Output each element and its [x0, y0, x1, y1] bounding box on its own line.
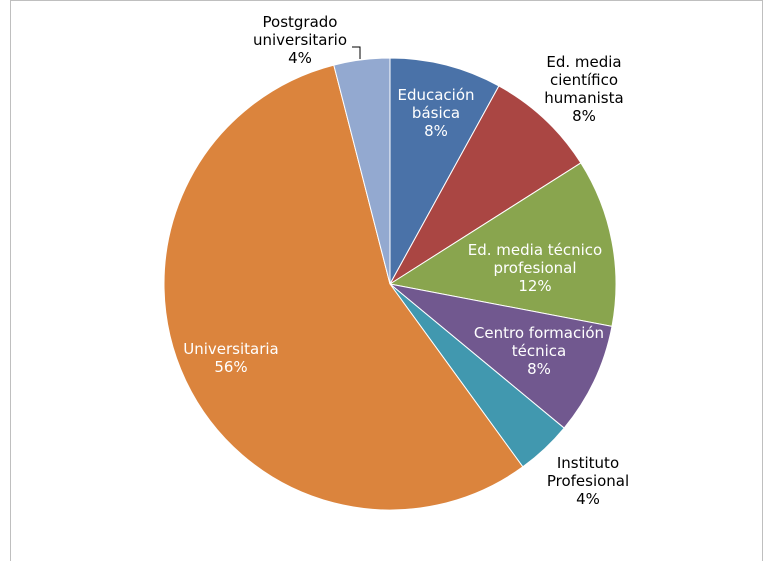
slice-name-label: Profesional [547, 472, 629, 490]
slice-name-label: Educación [397, 86, 474, 104]
leader-line [352, 46, 361, 59]
slice-name-label: Centro formación [474, 324, 604, 342]
slice-name-label: Ed. media [546, 53, 621, 71]
slice-label: Postgrado universitario 4% [253, 13, 347, 67]
pie-slice [389, 283, 613, 429]
slice-name-label: Instituto [557, 454, 619, 472]
pie-slice [389, 85, 582, 285]
slice-label: Ed. media técnico profesional 12% [468, 241, 602, 295]
slice-percent-label: 8% [424, 122, 448, 140]
slice-label: Centro formación técnica 8% [474, 324, 604, 378]
pie-slice [389, 57, 500, 285]
slice-percent-label: 4% [288, 49, 312, 67]
slice-name-label: Universitaria [183, 340, 279, 358]
slice-name-label: profesional [493, 259, 576, 277]
pie-slice [333, 57, 391, 285]
pie-slice [163, 64, 524, 511]
slice-percent-label: 8% [572, 107, 596, 125]
slice-label: Educación básica 8% [397, 86, 474, 140]
slice-name-label: Postgrado [263, 13, 338, 31]
slice-name-label: técnica [512, 342, 566, 360]
slice-name-label: Ed. media técnico [468, 241, 602, 259]
slice-label: Ed. media científico humanista 8% [544, 53, 623, 125]
slice-name-label: científico [550, 71, 618, 89]
slice-percent-label: 56% [214, 358, 247, 376]
slice-name-label: humanista [544, 89, 623, 107]
slice-name-label: universitario [253, 31, 347, 49]
slice-label: Instituto Profesional 4% [547, 454, 629, 508]
slice-percent-label: 12% [518, 277, 551, 295]
pie-slice [388, 162, 617, 327]
slice-name-label: básica [412, 104, 460, 122]
slice-percent-label: 4% [576, 490, 600, 508]
slice-percent-label: 8% [527, 360, 551, 378]
slice-label: Universitaria 56% [183, 340, 279, 376]
